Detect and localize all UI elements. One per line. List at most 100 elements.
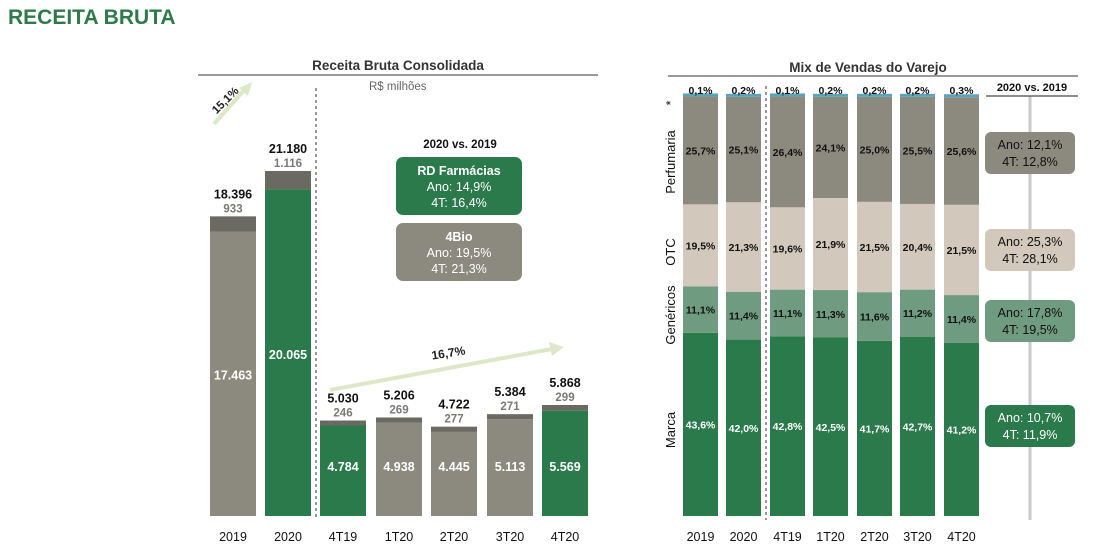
chart2-category-label: 2019 bbox=[687, 530, 715, 544]
chart2-segment-label: 25,7% bbox=[686, 145, 716, 157]
chart2-segment bbox=[857, 201, 892, 293]
chart2-segment bbox=[683, 286, 718, 333]
chart1-box-rd-line2: 4T: 16,4% bbox=[431, 196, 487, 210]
chart2-segment-label: 25,0% bbox=[860, 144, 890, 156]
chart2-segment-label: 11,6% bbox=[860, 312, 890, 324]
chart2-comparison-line1: Ano: 17,8% bbox=[998, 306, 1063, 320]
chart2-segment bbox=[726, 291, 761, 340]
chart2-segment bbox=[944, 94, 979, 98]
chart2-segment bbox=[770, 207, 805, 290]
page-title: RECEITA BRUTA bbox=[8, 6, 176, 29]
chart2-segment bbox=[900, 203, 935, 290]
chart1-value-label: 17.463 bbox=[214, 368, 252, 382]
chart2-segment-label: 25,1% bbox=[729, 145, 759, 157]
chart2-segment-label: 21,3% bbox=[729, 242, 759, 254]
chart1-4bio-label: 271 bbox=[500, 401, 520, 413]
chart2-segment bbox=[900, 336, 935, 516]
chart1-total-label: 5.384 bbox=[494, 385, 525, 399]
chart2-segment bbox=[857, 93, 892, 97]
chart2-comparison-header: 2020 vs. 2019 bbox=[997, 82, 1067, 94]
chart2-top-label: 0,2% bbox=[819, 85, 844, 97]
chart2-segment bbox=[683, 96, 718, 205]
chart2-comparison-box bbox=[985, 405, 1075, 447]
chart2-series-label: OTC bbox=[663, 238, 678, 265]
chart2-category-label: 2020 bbox=[730, 530, 758, 544]
chart1-value-label: 4.938 bbox=[383, 460, 414, 474]
chart2-segment bbox=[813, 198, 848, 291]
chart2-segment-label: 11,2% bbox=[903, 308, 933, 320]
chart2-segment bbox=[726, 93, 761, 97]
chart1-growth-arrow bbox=[212, 86, 248, 126]
chart2-comparison-line2: 4T: 28,1% bbox=[1002, 252, 1058, 266]
chart1-bar-main bbox=[376, 422, 422, 516]
chart2-segment bbox=[813, 96, 848, 199]
chart1-value-label: 5.569 bbox=[549, 460, 580, 474]
chart2-segment-label: 19,5% bbox=[686, 240, 716, 252]
chart2-comparison-line1: Ano: 25,3% bbox=[998, 235, 1063, 249]
chart2-top-label: 0,2% bbox=[906, 85, 931, 97]
chart2-series-label: Marca bbox=[663, 411, 678, 448]
chart2-segment-label: 11,3% bbox=[816, 309, 846, 321]
chart2-segment bbox=[900, 93, 935, 97]
chart1-category-label: 1T20 bbox=[385, 530, 414, 544]
chart2-comparison-box bbox=[985, 132, 1075, 174]
chart2-segment-label: 11,4% bbox=[947, 314, 977, 326]
chart2-segment-label: 42,8% bbox=[773, 421, 803, 433]
chart2-top-label: 0,1% bbox=[776, 85, 801, 97]
chart2-segment bbox=[944, 204, 979, 296]
chart1-quarter-arrowhead bbox=[549, 342, 564, 356]
chart2-segment bbox=[857, 340, 892, 516]
chart1-bar-main bbox=[542, 410, 588, 516]
chart1-subtitle: R$ milhões bbox=[369, 81, 427, 93]
chart2-comparison-line1: Ano: 10,7% bbox=[998, 411, 1063, 425]
chart2-category-label: 4T20 bbox=[947, 530, 976, 544]
chart1-total-label: 4.722 bbox=[438, 398, 469, 412]
chart2-top-label: 0,2% bbox=[863, 85, 888, 97]
chart1-bar-4bio bbox=[376, 417, 422, 423]
chart1-bar-4bio bbox=[487, 414, 533, 420]
chart2-segment-label: 42,5% bbox=[816, 422, 846, 434]
chart1-box-4bio-line1: Ano: 19,5% bbox=[427, 246, 492, 260]
chart1-bar-4bio bbox=[210, 216, 256, 232]
chart2-segment-label: 26,4% bbox=[773, 147, 803, 159]
chart1-total-label: 5.206 bbox=[383, 389, 414, 403]
chart2-segment bbox=[770, 289, 805, 337]
chart2-segment bbox=[813, 337, 848, 516]
chart1-bar-main bbox=[210, 231, 256, 517]
chart2-title: Mix de Vendas do Varejo bbox=[789, 60, 947, 75]
chart2-segment bbox=[857, 96, 892, 202]
chart2-series-label: Genéricos bbox=[663, 285, 678, 345]
chart2-segment bbox=[683, 204, 718, 287]
chart2-category-label: 4T19 bbox=[773, 530, 802, 544]
chart1-box-rd-title: RD Farmácias bbox=[417, 164, 500, 178]
chart1-bar-4bio bbox=[320, 420, 366, 426]
chart2-segment-label: 42,7% bbox=[903, 421, 933, 433]
chart2-segment-label: 43,6% bbox=[686, 419, 716, 431]
chart2-comparison-box bbox=[985, 229, 1075, 271]
chart2-segment bbox=[726, 96, 761, 203]
chart1-total-label: 21.180 bbox=[269, 142, 307, 156]
chart1-bar-main bbox=[320, 425, 366, 516]
chart1-bar-4bio bbox=[431, 426, 477, 432]
chart2-segment bbox=[944, 342, 979, 516]
chart2-segment bbox=[770, 93, 805, 97]
chart2-segment-label: 21,9% bbox=[816, 239, 846, 251]
chart1-bar-main bbox=[265, 189, 311, 517]
chart2-segment-label: 11,1% bbox=[773, 308, 803, 320]
chart1-quarter-arrow bbox=[329, 347, 553, 392]
chart1-value-label: 4.784 bbox=[327, 460, 358, 474]
chart2-segment bbox=[944, 97, 979, 205]
chart2-comparison-box bbox=[985, 300, 1075, 342]
chart2-segment-label: 25,5% bbox=[903, 145, 933, 157]
chart2-segment bbox=[944, 295, 979, 343]
chart2-segment-label: 21,5% bbox=[947, 245, 977, 257]
chart1-bar-4bio bbox=[542, 405, 588, 411]
chart2-comparison-line2: 4T: 12,8% bbox=[1002, 155, 1058, 169]
chart1-box-4bio-title: 4Bio bbox=[445, 230, 472, 244]
chart2-segment-label: 19,6% bbox=[773, 243, 803, 255]
chart2-segment-label: 21,5% bbox=[860, 242, 890, 254]
chart1-category-label: 4T20 bbox=[551, 530, 580, 544]
chart2-segment-label: 20,4% bbox=[903, 242, 933, 254]
chart2-segment bbox=[683, 332, 718, 516]
